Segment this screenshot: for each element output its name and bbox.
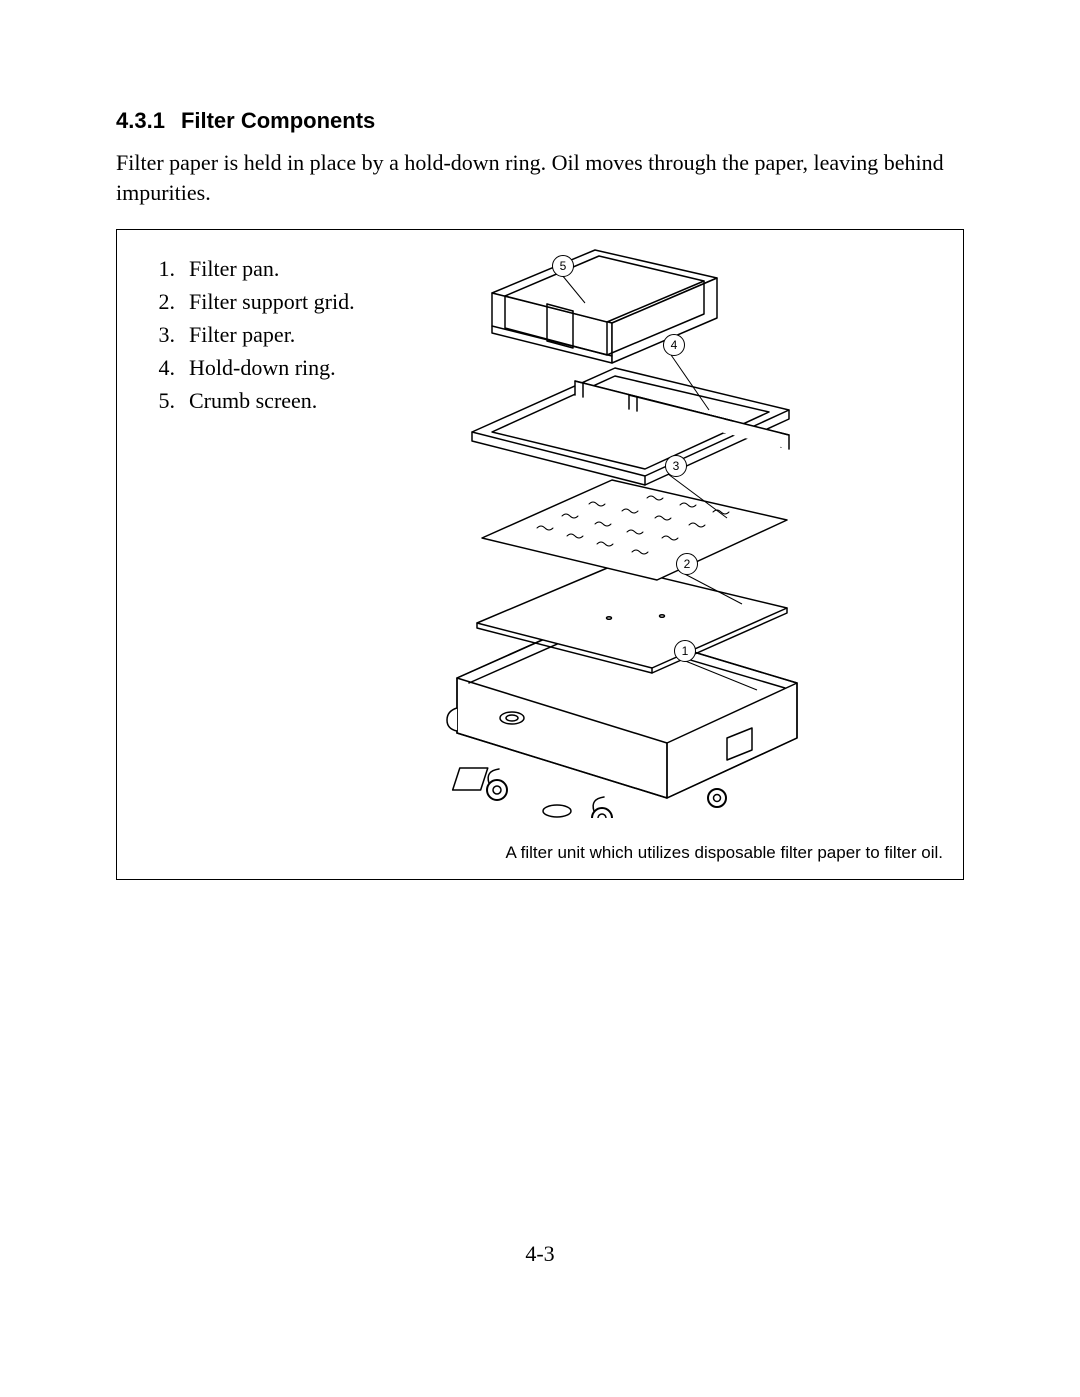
legend-item: 2. Filter support grid. bbox=[145, 285, 355, 318]
legend-label: Filter paper. bbox=[189, 318, 295, 351]
legend-item: 4. Hold-down ring. bbox=[145, 351, 355, 384]
legend-number: 5. bbox=[145, 384, 175, 417]
legend-number: 3. bbox=[145, 318, 175, 351]
legend-number: 1. bbox=[145, 252, 175, 285]
document-page: 4.3.1 Filter Components Filter paper is h… bbox=[0, 0, 1080, 1397]
figure-caption: A filter unit which utilizes disposable … bbox=[506, 843, 943, 863]
legend-item: 1. Filter pan. bbox=[145, 252, 355, 285]
exploded-diagram bbox=[397, 238, 857, 818]
legend-label: Filter pan. bbox=[189, 252, 279, 285]
component-legend: 1. Filter pan. 2. Filter support grid. 3… bbox=[145, 252, 355, 417]
hold-down-ring-drawing bbox=[472, 368, 789, 485]
legend-number: 2. bbox=[145, 285, 175, 318]
section-description: Filter paper is held in place by a hold-… bbox=[116, 148, 964, 207]
filter-paper-drawing bbox=[482, 480, 787, 580]
figure-box: 1. Filter pan. 2. Filter support grid. 3… bbox=[116, 229, 964, 880]
legend-item: 3. Filter paper. bbox=[145, 318, 355, 351]
legend-item: 5. Crumb screen. bbox=[145, 384, 355, 417]
page-number: 4-3 bbox=[0, 1241, 1080, 1267]
section-title: Filter Components bbox=[181, 108, 375, 133]
legend-label: Hold-down ring. bbox=[189, 351, 336, 384]
legend-number: 4. bbox=[145, 351, 175, 384]
legend-label: Filter support grid. bbox=[189, 285, 355, 318]
section-number: 4.3.1 bbox=[116, 108, 165, 133]
legend-label: Crumb screen. bbox=[189, 384, 317, 417]
section-heading: 4.3.1 Filter Components bbox=[116, 108, 964, 134]
